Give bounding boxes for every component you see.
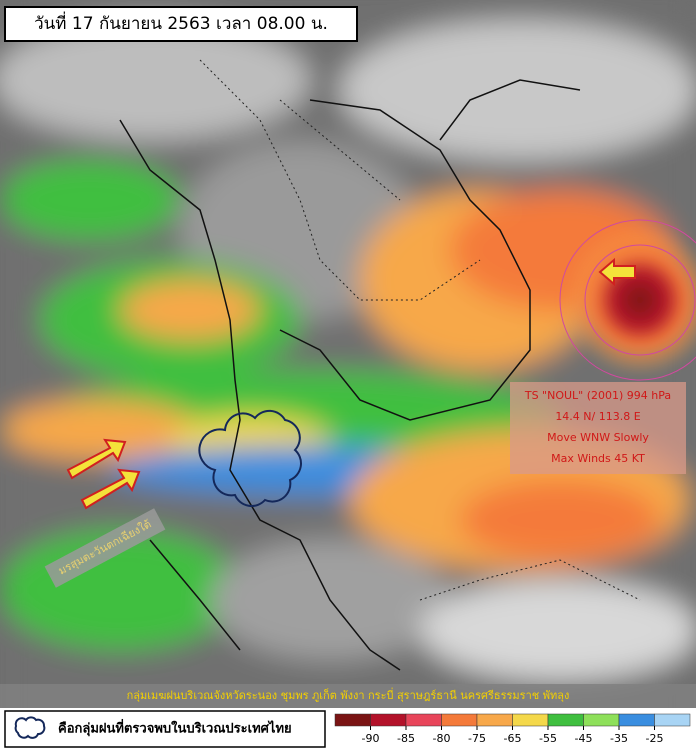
scale-tick-label: -45 [575,732,593,745]
storm-info-box [510,382,686,474]
scale-tick-label: -25 [646,732,664,745]
scale-tick-label: -85 [397,732,415,745]
storm-info-line: TS "NOUL" (2001) 994 hPa [524,389,671,402]
scale-swatch [654,713,691,727]
storm-ring [559,219,696,381]
scale-tick-label: -55 [539,732,557,745]
storm-core [565,225,696,375]
storm-info-line: Max Winds 45 KT [551,452,645,465]
caption: กลุ่มเมฆฝนบริเวณจังหวัดระนอง ชุมพร ภูเก็… [127,687,570,702]
scale-swatch [441,713,478,727]
storm-info-line: Move WNW Slowly [547,431,649,444]
legend-icon [14,716,46,739]
scale-tick-label: -35 [610,732,628,745]
scale-swatch [618,713,655,727]
legend-box [4,710,326,748]
scale-tick-label: -90 [362,732,380,745]
scale-swatch [405,713,442,727]
caption-bar [0,684,696,708]
scale-tick-label: -75 [468,732,486,745]
scale-swatch [512,713,549,727]
scale-tick-label: -65 [504,732,522,745]
borders [199,59,641,601]
monsoon-arrows [66,257,636,510]
scale-swatch [476,713,513,727]
storm-ring [584,244,696,356]
title-box [4,6,358,42]
title: วันที่ 17 กันยายน 2563 เวลา 08.00 น. [34,11,328,34]
legend-label: คือกลุ่มฝนที่ตรวจพบในบริเวณประเทศไทย [58,719,292,737]
rain-cluster [198,409,302,507]
scale-tick-label: -80 [433,732,451,745]
scale-swatch [334,713,371,727]
storm-info-line: 14.4 N/ 113.8 E [555,410,640,423]
coastlines [119,79,581,671]
scale-swatch [547,713,584,727]
scale-swatch [370,713,407,727]
scale-swatch [583,713,620,727]
